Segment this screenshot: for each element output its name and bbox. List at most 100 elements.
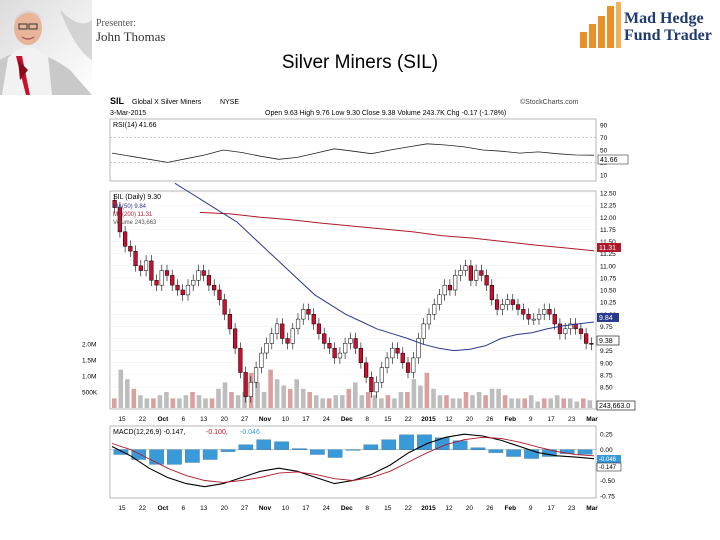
candle-body [201,270,206,276]
candle [322,327,327,350]
candle [411,352,416,379]
candle [479,264,484,282]
date-label: Oct [157,416,169,423]
candle [515,298,521,316]
volume-axis: 2.0M 1.5M 1.0M 500K [82,342,98,397]
rsi-axis-label: 50 [600,148,608,155]
volume-bar [431,388,436,408]
macd-div-tag-text: -0.046 [599,457,617,463]
volume-bar [457,398,462,408]
date-label: 23 [568,416,576,423]
volume-bar [392,398,397,408]
candle [468,259,473,287]
rsi-value-tag-text: 41.66 [600,157,618,164]
candle-body [133,250,138,267]
macd-hist-bar [131,449,147,460]
date-label: 10 [282,505,290,512]
volume-bar [437,395,443,408]
macd-value-tag-text: -0.147 [599,465,617,471]
volume-bar [561,398,566,408]
volume-bar [313,395,319,408]
macd-histogram [113,434,593,465]
candle [426,308,432,330]
date-label: 17 [302,505,310,512]
macd-hist-bar [238,444,254,450]
candle-body [369,377,374,393]
candle-body [494,299,500,310]
volume-bar [567,398,573,408]
candle [217,284,222,306]
volume-bar [398,392,404,408]
candle-body [175,284,180,291]
candle [343,337,348,359]
candle-body [536,314,542,320]
candle [353,332,358,354]
rsi-panel [109,118,597,182]
volume-tag [596,400,636,411]
candle [264,337,269,359]
volume-bar [340,395,345,408]
candle [253,361,259,388]
volume-bar [489,388,495,408]
volume-bar [261,392,267,408]
candle [311,308,316,330]
macd-label-main: MACD(12,26,9) -0.147, [113,429,185,436]
candle [212,279,217,296]
candle-body [233,328,238,349]
macd-signal-line [111,436,595,483]
candle [489,279,494,306]
candle-body [437,294,442,305]
price-legend: SIL (Daily) 9.30 [113,194,161,201]
candle-body [547,309,552,315]
volume-bar [131,388,137,408]
date-label: Nov [259,505,272,512]
volume-bar [424,372,430,408]
candle [332,342,337,364]
candle [578,323,584,340]
candle [337,347,343,364]
volume-bar [222,382,228,408]
date-label: 8 [365,505,369,512]
date-label: 20 [221,416,229,423]
candle-body [489,284,494,300]
candle [164,264,170,282]
candle-body [280,323,285,339]
candle-body [295,318,301,330]
volume-bar [112,398,117,408]
candle [301,303,306,325]
ma200-legend: MA(200) 11.31 [113,212,153,218]
candle [196,264,201,287]
candle-body [112,200,117,208]
macd-axis-label: 0.00 [600,447,613,454]
volume-bar [242,392,247,408]
volume-bar [353,382,358,408]
candle [191,274,196,291]
volume-bar [372,395,378,408]
brand-logo: Mad Hedge Fund Trader [578,0,718,52]
candle [437,289,442,311]
candle-body [390,347,395,359]
date-label: 27 [241,505,249,512]
volume-bar [326,398,332,408]
candle-body [479,270,484,276]
candle [295,313,301,335]
date-axis-upper: 15 22 Oct 6 13 20 27 Nov 10 17 24 Dec 8 15 22 2015 12 20 2… [118,416,598,423]
rsi-value-tag [597,154,629,165]
rsi-label: RSI(14) 41.66 [113,122,157,129]
date-label: 12 [445,416,453,423]
candle [248,376,253,403]
candle-body [285,338,290,344]
volume-bar [541,398,547,408]
candle-body [447,284,453,291]
candle-body [253,367,259,383]
date-label: 17 [302,416,310,423]
presenter-photo [0,0,92,95]
candle [327,337,332,354]
date-label: 17 [547,416,555,423]
date-label: Feb [505,505,517,512]
price-axis-label: 11.00 [600,263,616,270]
stock-chart: SIL Global X Silver Miners NYSE ©StockCh… [82,96,636,512]
candle [269,327,274,350]
candle-body [568,323,573,330]
date-label: Nov [259,416,272,423]
